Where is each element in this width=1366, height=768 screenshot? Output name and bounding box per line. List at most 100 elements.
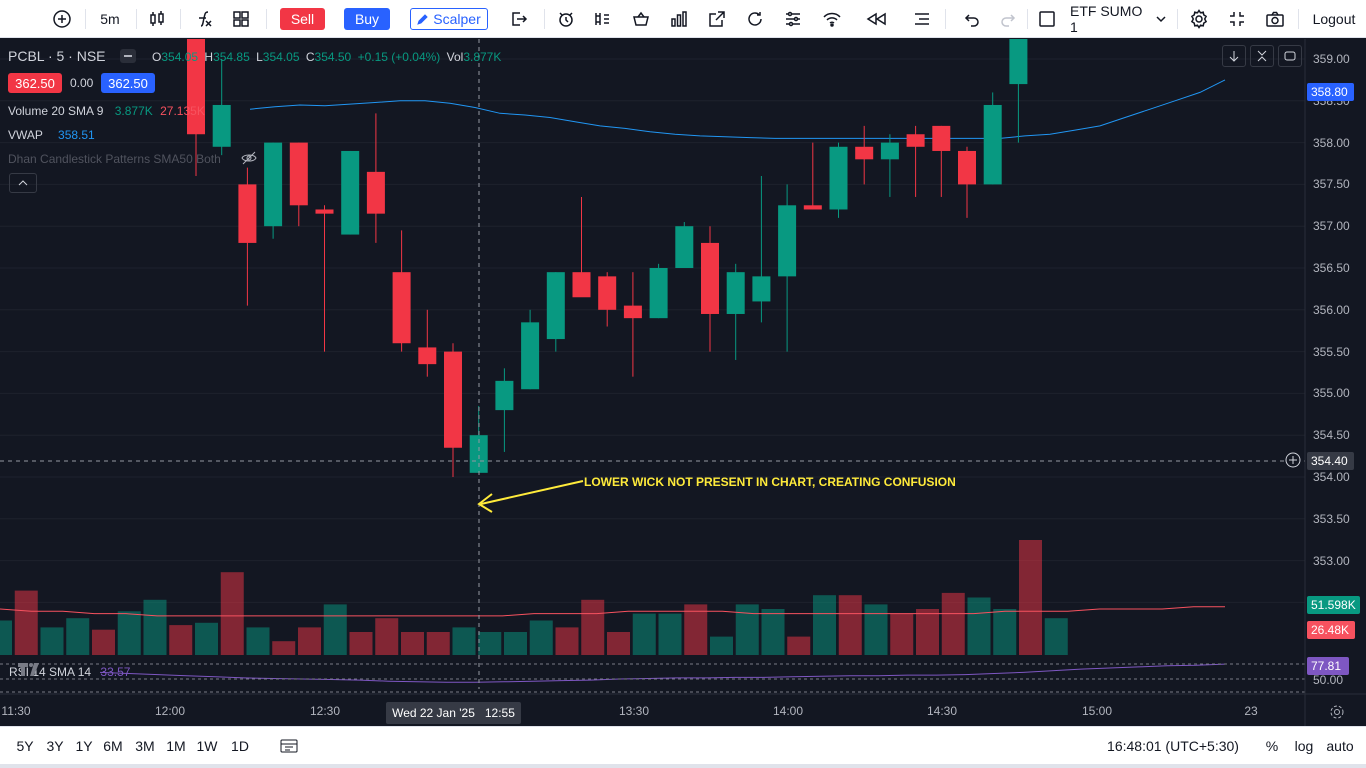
indicators-icon[interactable] [193, 0, 215, 38]
vwap-line [249, 79, 1226, 139]
buy-price-pill[interactable]: 362.50 [101, 73, 155, 93]
time-tick: 14:00 [772, 704, 804, 718]
layout-checkbox-icon[interactable] [1036, 0, 1058, 38]
candle-body [1009, 39, 1028, 85]
range-button-1w[interactable]: 1W [196, 738, 218, 754]
add-alert-icon[interactable] [1285, 452, 1301, 471]
camera-icon[interactable] [1263, 0, 1287, 38]
eye-hidden-icon[interactable] [241, 151, 257, 168]
refresh-icon[interactable] [744, 0, 766, 38]
candle-body [521, 322, 540, 390]
volume-bar [504, 632, 527, 655]
range-button-5y[interactable]: 5Y [16, 738, 34, 754]
undo-icon[interactable] [960, 0, 982, 38]
minimize-icon[interactable] [120, 49, 136, 63]
calendar-range-icon[interactable] [278, 727, 300, 765]
clock-timezone[interactable]: 16:48:01 (UTC+5:30) [1107, 738, 1239, 754]
crosshair-price-tag: 354.40 [1307, 452, 1354, 470]
rsi-legend[interactable]: RSI 14 SMA 14 33.57 [9, 665, 131, 679]
price-chart[interactable] [0, 39, 1366, 726]
replay-bars-icon[interactable] [591, 0, 613, 38]
buy-button[interactable]: Buy [344, 8, 390, 30]
candle-body [495, 380, 514, 411]
arrow-down-icon[interactable] [1222, 45, 1246, 67]
redo-icon[interactable] [998, 0, 1020, 38]
volume-bar [967, 597, 991, 655]
volume-bar [813, 595, 836, 655]
price-tick: 353.00 [1313, 553, 1350, 568]
pencil-icon [417, 14, 428, 25]
candle-body [829, 146, 848, 210]
layout-name[interactable]: ETF SUMO 1 [1070, 3, 1143, 35]
vwap-legend[interactable]: VWAP 358.51 [8, 128, 95, 142]
scalper-button[interactable]: Scalper [410, 8, 488, 30]
candle-body [855, 146, 874, 160]
price-tick: 358.00 [1313, 135, 1350, 150]
volume-bar [40, 627, 64, 655]
time-tick: 23 [1244, 704, 1258, 718]
bar-chart-icon[interactable] [668, 0, 690, 38]
candle-body [341, 150, 360, 235]
gear-icon[interactable] [1188, 0, 1210, 38]
add-symbol-icon[interactable] [50, 0, 74, 38]
volume-bar [426, 632, 450, 655]
chevron-down-icon[interactable] [1153, 0, 1169, 38]
collapse-pane-icon[interactable] [1250, 45, 1274, 67]
bottom-bar: 5Y 3Y 1Y 6M 3M 1M 1W 1D 16:48:01 (UTC+5:30) % l… [0, 726, 1366, 764]
volume-bar [117, 611, 141, 655]
volume-bar [838, 595, 862, 655]
layouts-grid-icon[interactable] [230, 0, 252, 38]
price-tick: 356.00 [1313, 302, 1350, 317]
pattern-legend[interactable]: Dhan Candlestick Patterns SMA50 Both [8, 152, 221, 166]
range-button-6m[interactable]: 6M [103, 738, 123, 754]
settings-sliders-icon[interactable] [782, 0, 804, 38]
candle-body [778, 205, 797, 277]
menu-lines-icon[interactable] [911, 0, 933, 38]
chart-area[interactable]: PCBL · 5 · NSE O354.05 H354.85 L354.05 C… [0, 39, 1366, 726]
volume-sma-line [0, 606, 1225, 617]
range-button-1d[interactable]: 1D [231, 738, 249, 754]
volume-legend[interactable]: Volume 20 SMA 9 3.877K 27.135K [8, 104, 205, 118]
range-button-1m[interactable]: 1M [166, 738, 186, 754]
alert-clock-icon[interactable] [555, 0, 577, 38]
volume-bar [735, 604, 759, 655]
candle-body [392, 272, 411, 344]
rewind-icon[interactable] [863, 0, 889, 38]
live-signal-icon[interactable] [821, 0, 843, 38]
candle-body [906, 134, 925, 147]
price-tick: 357.00 [1313, 219, 1350, 234]
logout-button[interactable]: Logout [1312, 11, 1356, 27]
annotation-arrow [477, 480, 584, 513]
price-tick: 357.50 [1313, 177, 1350, 192]
bottom-strip [0, 764, 1366, 768]
range-button-3y[interactable]: 3Y [46, 738, 64, 754]
price-tick: 359.00 [1313, 52, 1350, 66]
candle-body [598, 276, 617, 310]
auto-toggle[interactable]: auto [1326, 738, 1354, 754]
tradingview-logo-icon [16, 660, 44, 683]
percent-toggle[interactable]: % [1265, 738, 1279, 754]
range-button-1y[interactable]: 1Y [75, 738, 93, 754]
volume-bar [272, 641, 296, 655]
time-tick: 12:30 [309, 704, 341, 718]
export-icon[interactable] [508, 0, 530, 38]
log-toggle[interactable]: log [1294, 738, 1314, 754]
basket-icon[interactable] [630, 0, 652, 38]
sell-button[interactable]: Sell [280, 8, 325, 30]
chart-settings-icon[interactable] [1329, 704, 1345, 723]
range-button-3m[interactable]: 3M [135, 738, 155, 754]
symbol-title[interactable]: PCBL · 5 · NSE [8, 48, 106, 64]
fullscreen-icon[interactable] [1226, 0, 1248, 38]
candle-body [315, 209, 334, 214]
interval-button[interactable]: 5m [100, 11, 120, 27]
candles-icon[interactable] [146, 0, 168, 38]
sell-price-pill[interactable]: 362.50 [8, 73, 62, 93]
candle-body [187, 39, 205, 135]
volume-bar [761, 609, 785, 655]
ohlc-values: O354.05 H354.85 L354.05 C354.50 +0.15 (+… [152, 50, 502, 64]
maximize-pane-icon[interactable] [1278, 45, 1302, 67]
external-link-icon[interactable] [706, 0, 728, 38]
candle-body [264, 142, 283, 227]
collapse-legend-button[interactable] [9, 173, 37, 193]
volume-bar [555, 627, 579, 655]
